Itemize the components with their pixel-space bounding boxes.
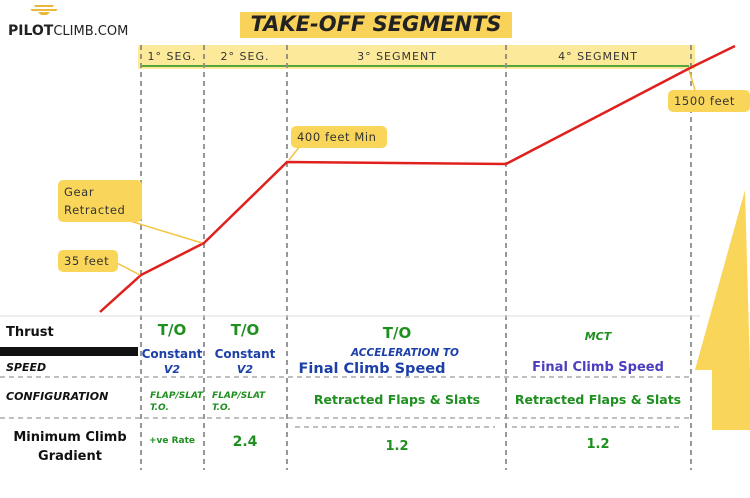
title: TAKE-OFF SEGMENTS <box>250 12 501 36</box>
cell: 2.4 <box>233 434 258 450</box>
callouts <box>114 69 696 276</box>
cell: ACCELERATION TO <box>350 347 459 359</box>
segment-label: 3° SEGMENT <box>357 50 437 63</box>
cell: V2 <box>164 363 181 376</box>
cell: +ve Rate <box>149 436 195 446</box>
callout: Gear <box>64 185 94 199</box>
cell: FLAP/SLAT <box>212 391 266 401</box>
segment-label: 1° SEG. <box>148 50 197 63</box>
logo-text: PILOTCLIMB.COM <box>8 23 128 39</box>
cell: Final Climb Speed <box>299 361 446 377</box>
cell: Constant <box>142 347 203 361</box>
cell: T/O <box>158 321 186 339</box>
logo: PILOTCLIMB.COM <box>8 5 128 39</box>
cell: Final Climb Speed <box>532 360 664 375</box>
logo-light: CLIMB.COM <box>53 24 128 39</box>
cell: MCT <box>585 330 613 343</box>
cell: V2 <box>237 363 254 376</box>
cell: T/O <box>231 321 259 339</box>
cell: 1.2 <box>385 439 408 454</box>
segment-label: 4° SEGMENT <box>558 50 638 63</box>
row-label: Minimum Climb <box>13 430 126 445</box>
logo-bold: PILOT <box>8 23 54 39</box>
callout: Retracted <box>64 203 125 217</box>
row-label: Thrust <box>6 325 54 340</box>
flight-path <box>99 44 736 313</box>
cell: T.O. <box>150 403 169 413</box>
cell: 1.2 <box>586 437 609 452</box>
cell: T/O <box>383 324 411 342</box>
row-label: CONFIGURATION <box>6 390 108 403</box>
segment-label: 2° SEG. <box>221 50 270 63</box>
cell: Retracted Flaps & Slats <box>314 392 480 407</box>
segment-dividers <box>140 45 692 470</box>
row-label: Gradient <box>38 449 102 464</box>
cell: FLAP/SLAT <box>150 391 204 401</box>
cell: T.O. <box>212 403 231 413</box>
row-label: SPEED <box>6 361 46 374</box>
cell: Retracted Flaps & Slats <box>515 392 681 407</box>
callout: 400 feet Min <box>297 130 377 144</box>
callout: 35 feet <box>64 254 109 268</box>
arrow <box>695 190 750 430</box>
cell: Constant <box>215 347 276 361</box>
callout: 1500 feet <box>674 94 735 108</box>
